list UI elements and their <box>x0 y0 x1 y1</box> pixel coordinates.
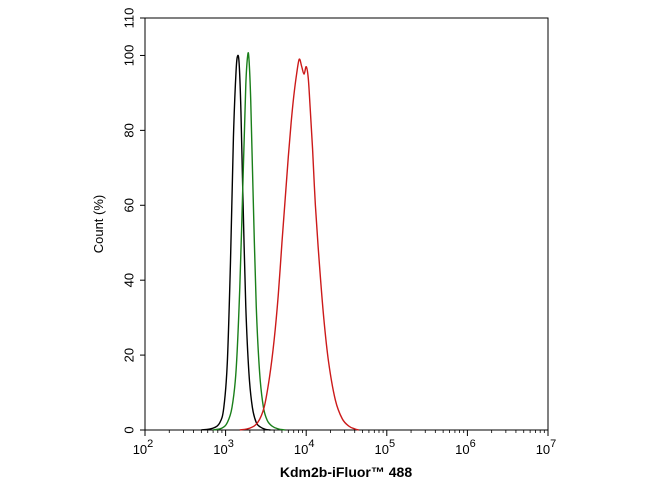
x-tick-label: 102 <box>133 438 154 457</box>
x-tick-label: 103 <box>213 438 234 457</box>
y-tick-label: 40 <box>122 273 137 287</box>
y-tick-label: 60 <box>122 198 137 212</box>
y-axis-title: Count (%) <box>91 195 106 254</box>
y-tick-label: 0 <box>122 426 137 433</box>
histogram-series-1 <box>201 54 271 431</box>
histogram-series-3 <box>239 58 360 431</box>
plot-frame <box>144 17 549 431</box>
y-tick-label: 20 <box>122 348 137 362</box>
histogram-series-2 <box>212 52 286 431</box>
y-tick-label: 80 <box>122 123 137 137</box>
y-tick-label: 100 <box>122 45 137 67</box>
x-tick-label: 104 <box>294 438 315 457</box>
x-axis-title: Kdm2b-iFluor™ 488 <box>280 464 412 480</box>
histogram-curves <box>201 52 360 431</box>
x-tick-label: 106 <box>455 438 476 457</box>
y-tick-label: 110 <box>122 8 137 29</box>
x-tick-label: 105 <box>375 438 396 457</box>
y-axis: 0 20 40 60 80 100 110 <box>122 8 145 434</box>
x-tick-label: 107 <box>536 438 557 457</box>
x-axis: 102 103 104 105 106 107 <box>133 430 557 457</box>
